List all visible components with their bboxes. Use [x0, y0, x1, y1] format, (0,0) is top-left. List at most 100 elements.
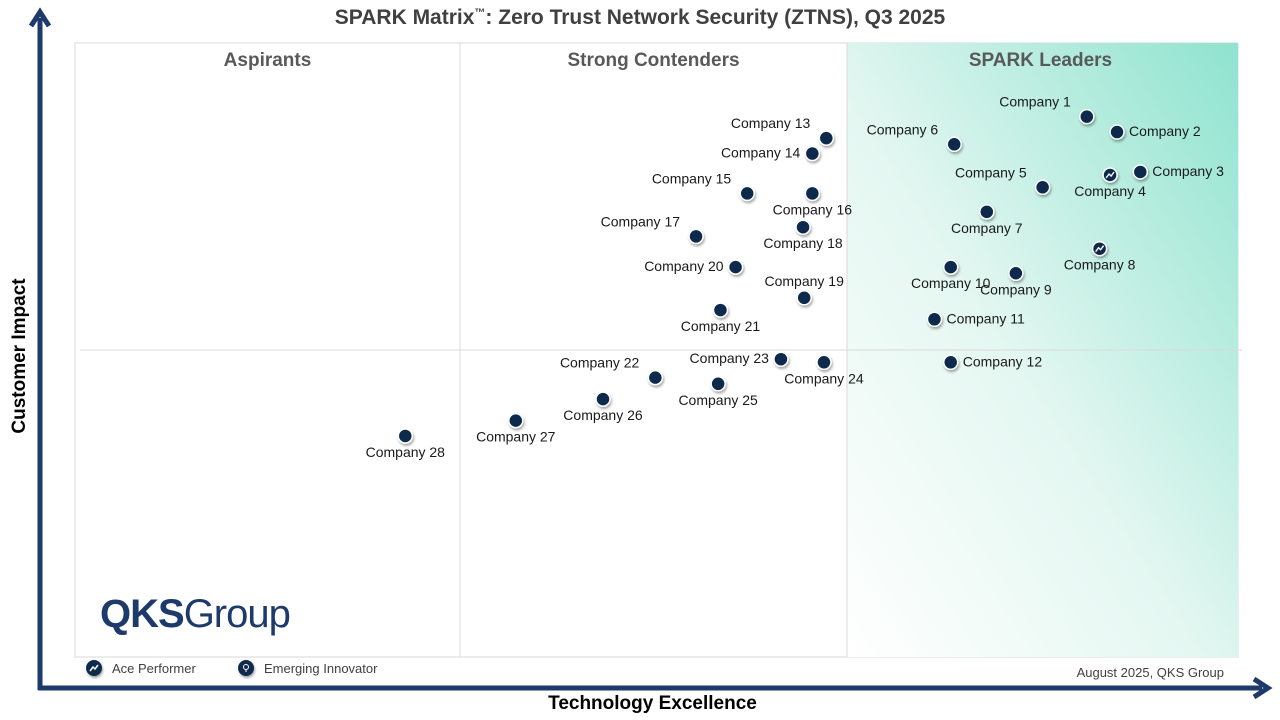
data-point: Company 21 [681, 302, 761, 334]
data-point: Company 27 [476, 412, 556, 445]
data-point: Company 3 [1132, 163, 1224, 180]
point-marker [926, 311, 943, 328]
ace-performer-icon [1105, 171, 1115, 179]
point-marker [647, 369, 664, 386]
point-label: Company 4 [1074, 183, 1146, 199]
emerging-innovator-icon [238, 660, 254, 676]
points-layer: Company 1 Company 2 Company 3 Company 4 Comp… [366, 94, 1225, 460]
data-point: Company 14 [721, 145, 821, 162]
point-label: Company 5 [955, 164, 1027, 180]
data-point: Company 22 [560, 355, 664, 386]
point-label: Company 20 [644, 258, 724, 274]
point-label: Company 7 [951, 220, 1023, 236]
point-label: Company 18 [763, 235, 843, 251]
chart-title: SPARK Matrix™: Zero Trust Network Securi… [334, 6, 946, 29]
data-point: Company 18 [763, 219, 843, 251]
data-point: Company 13 [731, 115, 835, 146]
data-point: Company 23 [690, 350, 789, 367]
quadrant-label-aspirants: Aspirants [223, 50, 312, 71]
data-point: Company 17 [601, 213, 704, 245]
data-point: Company 9 [980, 265, 1052, 297]
point-label: Company 17 [601, 213, 681, 229]
data-point: Company 5 [955, 164, 1051, 196]
ace-performer-icon [86, 660, 102, 676]
point-marker [773, 351, 789, 367]
data-point: Company 2 [1109, 123, 1201, 140]
point-marker [397, 428, 414, 444]
point-marker [595, 391, 611, 407]
data-point: Company 11 [926, 310, 1025, 328]
point-marker [816, 354, 832, 371]
legend-emerging-innovator: Emerging Innovator [238, 660, 377, 676]
legend-ace-performer-label: Ace Performer [112, 660, 196, 676]
point-marker [942, 354, 959, 371]
point-label: Company 24 [784, 370, 864, 386]
point-marker [710, 376, 726, 392]
quadrant-label-spark-leaders: SPARK Leaders [968, 50, 1113, 71]
data-point: Company 10 [911, 259, 991, 291]
qks-group-logo: QKSGroup [100, 592, 291, 636]
data-point: Company 28 [366, 428, 446, 460]
point-label: Company 16 [773, 201, 853, 217]
point-marker [795, 219, 811, 235]
point-marker [942, 259, 959, 275]
data-point: Company 7 [951, 204, 1023, 236]
point-marker [688, 228, 704, 245]
legend-ace-performer: Ace Performer [86, 660, 196, 676]
point-label: Company 8 [1064, 257, 1136, 273]
data-point: Company 12 [942, 353, 1043, 371]
ace-performer-icon [1095, 245, 1105, 253]
data-point: Company 4 [1074, 167, 1146, 199]
data-point: Company 16 [773, 185, 853, 217]
point-label: Company 23 [690, 350, 770, 366]
point-label: Company 12 [963, 353, 1043, 369]
point-marker [818, 130, 835, 146]
point-label: Company 15 [652, 170, 732, 186]
point-marker [739, 185, 755, 202]
point-label: Company 26 [563, 407, 643, 423]
point-marker [712, 302, 729, 318]
data-point: Company 6 [867, 121, 962, 153]
point-marker [804, 145, 821, 162]
data-point: Company 15 [652, 170, 755, 202]
point-marker [1034, 179, 1051, 196]
quadrant-label-strong-contenders: Strong Contenders [567, 50, 740, 71]
point-label: Company 22 [560, 355, 640, 371]
point-marker [1008, 265, 1024, 281]
point-marker [1079, 108, 1095, 125]
data-point: Company 20 [644, 258, 744, 275]
x-axis-arrow [1252, 676, 1273, 700]
data-point: Company 24 [784, 354, 864, 386]
y-axis-label: Customer Impact [9, 278, 30, 434]
point-label: Company 25 [678, 392, 758, 408]
point-marker [1132, 164, 1149, 180]
footnote: August 2025, QKS Group [1076, 665, 1224, 680]
point-label: Company 9 [980, 281, 1052, 297]
point-marker [727, 259, 744, 275]
data-point: Company 26 [563, 391, 643, 423]
point-label: Company 3 [1152, 163, 1224, 179]
point-label: Company 19 [765, 273, 845, 289]
point-label: Company 21 [681, 318, 761, 334]
point-label: Company 13 [731, 115, 811, 131]
point-label: Company 11 [946, 310, 1025, 326]
data-point: Company 1 [999, 94, 1095, 125]
point-marker [508, 412, 524, 429]
data-point: Company 19 [765, 273, 845, 306]
point-label: Company 1 [999, 94, 1071, 110]
point-marker [979, 204, 995, 220]
data-point: Company 25 [678, 376, 758, 408]
point-label: Company 2 [1129, 123, 1201, 139]
point-label: Company 27 [476, 429, 556, 445]
x-axis-label: Technology Excellence [548, 693, 757, 714]
legend-emerging-innovator-label: Emerging Innovator [264, 660, 378, 676]
point-marker [946, 136, 962, 153]
point-marker [796, 290, 812, 306]
y-axis-arrow [28, 7, 52, 28]
point-label: Company 10 [911, 275, 991, 291]
point-label: Company 6 [867, 121, 939, 137]
point-marker [1109, 124, 1125, 140]
point-label: Company 14 [721, 145, 801, 161]
point-label: Company 28 [366, 444, 446, 460]
